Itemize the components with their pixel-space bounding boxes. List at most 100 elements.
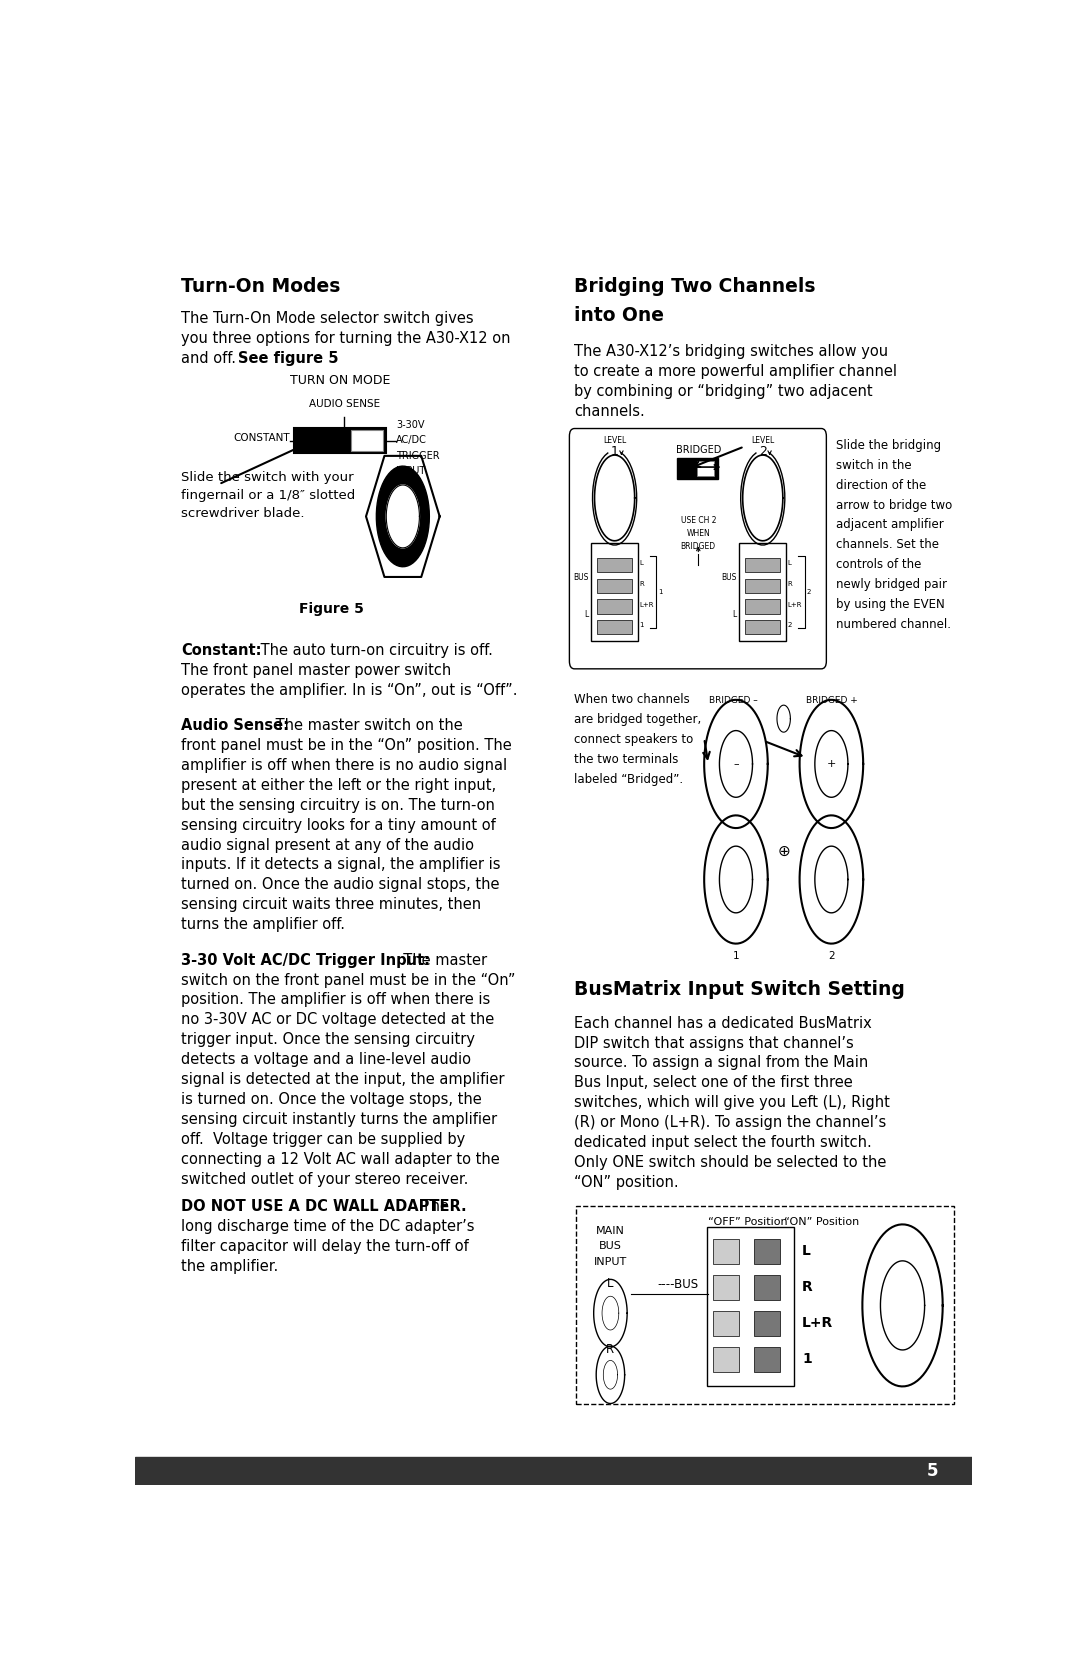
Text: MAIN: MAIN bbox=[596, 1225, 625, 1235]
Text: L: L bbox=[584, 611, 589, 619]
Text: position. The amplifier is off when there is: position. The amplifier is off when ther… bbox=[181, 993, 490, 1008]
Text: are bridged together,: are bridged together, bbox=[575, 713, 702, 726]
FancyBboxPatch shape bbox=[569, 429, 826, 669]
Text: The master: The master bbox=[394, 953, 487, 968]
Text: L: L bbox=[732, 611, 737, 619]
Text: AC/DC: AC/DC bbox=[396, 436, 427, 446]
Text: sensing circuit waits three minutes, then: sensing circuit waits three minutes, the… bbox=[181, 898, 482, 913]
Text: switches, which will give you Left (L), Right: switches, which will give you Left (L), … bbox=[575, 1095, 890, 1110]
Polygon shape bbox=[880, 1260, 924, 1350]
Text: is turned on. Once the voltage stops, the: is turned on. Once the voltage stops, th… bbox=[181, 1092, 482, 1107]
Text: CONSTANT: CONSTANT bbox=[233, 432, 289, 442]
Text: AUDIO SENSE: AUDIO SENSE bbox=[309, 399, 380, 409]
Text: by using the EVEN: by using the EVEN bbox=[836, 598, 945, 611]
Text: “OFF” Position: “OFF” Position bbox=[708, 1217, 788, 1227]
Text: to create a more powerful amplifier channel: to create a more powerful amplifier chan… bbox=[575, 364, 897, 379]
FancyBboxPatch shape bbox=[754, 1310, 781, 1337]
Text: switch in the: switch in the bbox=[836, 459, 912, 472]
Text: See figure 5: See figure 5 bbox=[238, 350, 338, 366]
Text: INPUT: INPUT bbox=[594, 1257, 627, 1267]
Text: Figure 5: Figure 5 bbox=[299, 603, 364, 616]
Text: source. To assign a signal from the Main: source. To assign a signal from the Main bbox=[575, 1055, 868, 1070]
Polygon shape bbox=[719, 731, 753, 798]
Text: 2: 2 bbox=[788, 623, 793, 628]
Text: but the sensing circuitry is on. The turn-on: but the sensing circuitry is on. The tur… bbox=[181, 798, 495, 813]
Text: channels.: channels. bbox=[575, 404, 645, 419]
FancyBboxPatch shape bbox=[677, 457, 717, 479]
Polygon shape bbox=[594, 1280, 627, 1347]
Text: The A30-X12’s bridging switches allow you: The A30-X12’s bridging switches allow yo… bbox=[575, 344, 889, 359]
Text: controls of the: controls of the bbox=[836, 559, 922, 571]
FancyBboxPatch shape bbox=[597, 599, 632, 614]
Text: Slide the switch with your: Slide the switch with your bbox=[181, 471, 353, 484]
Text: you three options for turning the A30-X12 on: you three options for turning the A30-X1… bbox=[181, 330, 511, 345]
FancyBboxPatch shape bbox=[706, 1227, 794, 1387]
Polygon shape bbox=[595, 456, 635, 541]
Text: long discharge time of the DC adapter’s: long discharge time of the DC adapter’s bbox=[181, 1220, 474, 1235]
Polygon shape bbox=[799, 699, 863, 828]
Text: into One: into One bbox=[575, 305, 664, 325]
Text: off.  Voltage trigger can be supplied by: off. Voltage trigger can be supplied by bbox=[181, 1132, 465, 1147]
Text: +: + bbox=[826, 759, 836, 769]
Text: trigger input. Once the sensing circuitry: trigger input. Once the sensing circuitr… bbox=[181, 1031, 475, 1046]
FancyBboxPatch shape bbox=[713, 1238, 740, 1265]
Text: turns the amplifier off.: turns the amplifier off. bbox=[181, 918, 345, 933]
Text: labeled “Bridged”.: labeled “Bridged”. bbox=[575, 773, 684, 786]
Text: USE CH 2: USE CH 2 bbox=[680, 516, 716, 526]
Text: and off.: and off. bbox=[181, 350, 241, 366]
Bar bbox=[135, 1457, 972, 1485]
FancyBboxPatch shape bbox=[713, 1310, 740, 1337]
Text: 2: 2 bbox=[828, 951, 835, 961]
Text: R: R bbox=[788, 581, 793, 587]
FancyBboxPatch shape bbox=[576, 1207, 954, 1404]
Text: direction of the: direction of the bbox=[836, 479, 927, 492]
Polygon shape bbox=[743, 456, 783, 541]
FancyBboxPatch shape bbox=[597, 559, 632, 572]
Polygon shape bbox=[799, 816, 863, 943]
Polygon shape bbox=[596, 1347, 624, 1404]
Text: 2: 2 bbox=[807, 589, 811, 594]
Text: LEVEL: LEVEL bbox=[751, 436, 774, 444]
Text: the two terminals: the two terminals bbox=[575, 753, 679, 766]
Text: channels. Set the: channels. Set the bbox=[836, 539, 940, 551]
Polygon shape bbox=[366, 456, 440, 577]
Text: L+R: L+R bbox=[788, 601, 802, 608]
Text: INPUT: INPUT bbox=[396, 466, 426, 476]
Text: L: L bbox=[788, 561, 792, 566]
Text: newly bridged pair: newly bridged pair bbox=[836, 577, 947, 591]
FancyBboxPatch shape bbox=[591, 542, 638, 641]
Text: TRIGGER: TRIGGER bbox=[396, 451, 440, 461]
Text: WHEN: WHEN bbox=[687, 529, 711, 537]
FancyBboxPatch shape bbox=[740, 542, 786, 641]
FancyBboxPatch shape bbox=[745, 579, 781, 592]
Text: R: R bbox=[802, 1280, 813, 1295]
Text: When two channels: When two channels bbox=[575, 693, 690, 706]
Text: DO NOT USE A DC WALL ADAPTER.: DO NOT USE A DC WALL ADAPTER. bbox=[181, 1200, 467, 1215]
Polygon shape bbox=[863, 1225, 943, 1387]
Text: 2: 2 bbox=[759, 446, 767, 459]
Polygon shape bbox=[387, 486, 419, 547]
Text: R: R bbox=[639, 581, 645, 587]
Text: by combining or “bridging” two adjacent: by combining or “bridging” two adjacent bbox=[575, 384, 873, 399]
Text: operates the amplifier. In is “On”, out is “Off”.: operates the amplifier. In is “On”, out … bbox=[181, 683, 517, 698]
Text: L: L bbox=[639, 561, 644, 566]
Text: “ON” Position: “ON” Position bbox=[784, 1217, 859, 1227]
Text: screwdriver blade.: screwdriver blade. bbox=[181, 507, 305, 521]
FancyBboxPatch shape bbox=[754, 1238, 781, 1265]
Text: 1: 1 bbox=[802, 1352, 812, 1367]
Text: fingernail or a 1/8″ slotted: fingernail or a 1/8″ slotted bbox=[181, 489, 355, 502]
Text: Bridging Two Channels: Bridging Two Channels bbox=[575, 277, 815, 297]
Text: numbered channel.: numbered channel. bbox=[836, 618, 951, 631]
Polygon shape bbox=[814, 731, 848, 798]
Text: no 3-30V AC or DC voltage detected at the: no 3-30V AC or DC voltage detected at th… bbox=[181, 1013, 495, 1028]
Text: the amplifier.: the amplifier. bbox=[181, 1258, 279, 1273]
Text: switch on the front panel must be in the “On”: switch on the front panel must be in the… bbox=[181, 973, 515, 988]
Text: sensing circuit instantly turns the amplifier: sensing circuit instantly turns the ampl… bbox=[181, 1112, 497, 1127]
Text: “ON” position.: “ON” position. bbox=[575, 1175, 679, 1190]
Text: Only ONE switch should be selected to the: Only ONE switch should be selected to th… bbox=[575, 1155, 887, 1170]
Text: 1: 1 bbox=[732, 951, 740, 961]
Text: detects a voltage and a line-level audio: detects a voltage and a line-level audio bbox=[181, 1051, 471, 1066]
Polygon shape bbox=[814, 846, 848, 913]
Text: L: L bbox=[802, 1245, 811, 1258]
Text: DIP switch that assigns that channel’s: DIP switch that assigns that channel’s bbox=[575, 1035, 854, 1050]
